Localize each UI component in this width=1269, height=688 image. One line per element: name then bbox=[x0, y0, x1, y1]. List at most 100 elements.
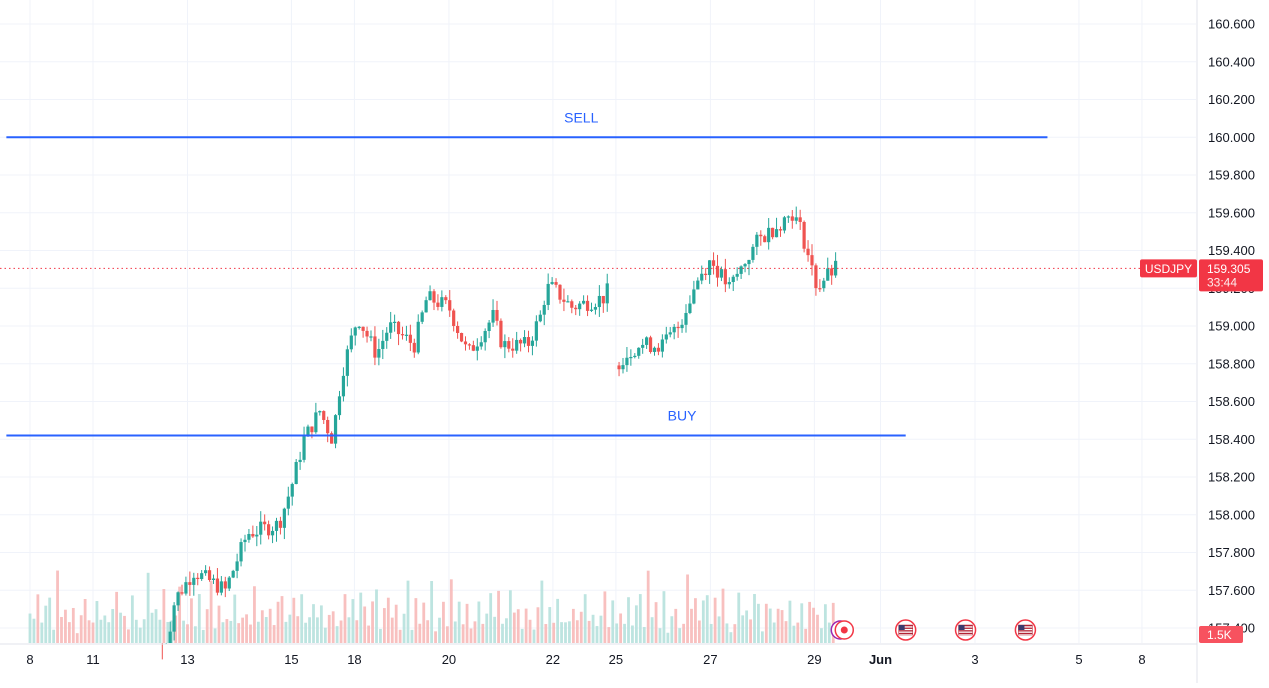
volume-bar bbox=[772, 622, 776, 643]
volume-bar bbox=[331, 611, 335, 643]
candle-body bbox=[251, 533, 255, 537]
candle-body bbox=[546, 283, 550, 305]
volume-bar bbox=[256, 621, 260, 643]
volume-bar bbox=[737, 592, 741, 643]
volume-bar bbox=[182, 620, 185, 643]
volume-bar bbox=[233, 594, 237, 643]
candle-body bbox=[263, 521, 267, 525]
volume-bar bbox=[386, 597, 390, 643]
volume-bar bbox=[142, 619, 146, 643]
candle-body bbox=[597, 295, 601, 308]
volume-bar bbox=[292, 597, 296, 643]
volume-bar bbox=[489, 593, 493, 643]
candle-body bbox=[711, 260, 716, 266]
candle-body bbox=[814, 265, 818, 289]
date-axis-label: 8 bbox=[26, 652, 33, 667]
volume-bar bbox=[351, 599, 355, 643]
candle-body bbox=[463, 341, 468, 345]
volume-bar bbox=[300, 594, 304, 643]
candle-body bbox=[235, 561, 239, 571]
volume-bar bbox=[556, 598, 560, 643]
volume-bar bbox=[288, 614, 292, 643]
candle-body bbox=[326, 419, 330, 434]
candle-body bbox=[519, 339, 523, 344]
flag-canton bbox=[898, 625, 905, 630]
volume-bar bbox=[477, 601, 481, 643]
candle-body bbox=[578, 303, 582, 310]
volume-bar bbox=[87, 620, 91, 643]
candle-body bbox=[515, 339, 519, 351]
candle-body bbox=[786, 216, 790, 218]
volume-bar bbox=[434, 631, 437, 643]
volume-tag bbox=[1199, 626, 1243, 643]
candle-body bbox=[731, 276, 735, 283]
volume-bar bbox=[540, 580, 544, 643]
candle-body bbox=[818, 288, 822, 290]
candle-body bbox=[826, 268, 830, 281]
volume-bar bbox=[481, 623, 485, 643]
volume-bar bbox=[599, 615, 603, 643]
volume-bar bbox=[28, 613, 32, 643]
volume-bar bbox=[757, 603, 760, 643]
candle-body bbox=[664, 334, 668, 340]
volume-bar bbox=[745, 610, 749, 643]
candle-body bbox=[499, 320, 503, 348]
volume-bar bbox=[760, 631, 764, 643]
volume-bar bbox=[516, 609, 520, 643]
price-axis-label: 159.800 bbox=[1208, 168, 1255, 183]
candle-body bbox=[668, 332, 672, 335]
volume-bar bbox=[123, 615, 126, 643]
candle-body bbox=[487, 322, 491, 331]
flag-stripe bbox=[1018, 630, 1033, 632]
date-axis-label: 8 bbox=[1138, 652, 1145, 667]
candle-body bbox=[771, 227, 775, 238]
volume-bar bbox=[245, 614, 248, 643]
candle-body bbox=[389, 322, 393, 333]
candle-body bbox=[396, 321, 401, 335]
volume-bar bbox=[717, 616, 721, 643]
volume-bar bbox=[804, 628, 808, 643]
candle-body bbox=[259, 521, 263, 535]
flag-stripe bbox=[958, 627, 973, 629]
flag-stripe bbox=[898, 625, 913, 627]
price-axis-label: 157.800 bbox=[1208, 545, 1255, 560]
volume-bar bbox=[528, 619, 532, 643]
volume-bar bbox=[666, 632, 670, 643]
volume-bar bbox=[260, 610, 264, 643]
candle-body bbox=[239, 542, 243, 562]
volume-bar bbox=[548, 607, 552, 643]
candle-body bbox=[676, 326, 680, 329]
flag-stripe bbox=[898, 632, 913, 635]
flag-stripe bbox=[1018, 625, 1033, 627]
candle-body bbox=[330, 433, 334, 444]
symbol-tag bbox=[1140, 259, 1197, 278]
volume-bar bbox=[485, 613, 489, 643]
candle-body bbox=[834, 260, 838, 276]
volume-bar bbox=[103, 615, 107, 643]
volume-bar bbox=[442, 601, 445, 643]
candle-body bbox=[625, 357, 629, 366]
volume-bar bbox=[733, 624, 737, 643]
candle-body bbox=[381, 340, 385, 350]
volume-bar bbox=[788, 600, 792, 643]
date-axis-label: 22 bbox=[546, 652, 560, 667]
candle-body bbox=[637, 347, 641, 356]
candle-body bbox=[176, 592, 180, 606]
volume-bar bbox=[619, 613, 623, 643]
candle-body bbox=[420, 312, 424, 322]
candle-body bbox=[735, 273, 739, 277]
candle-body bbox=[274, 520, 279, 531]
volume-bar bbox=[560, 622, 563, 643]
event-dot-icon bbox=[840, 626, 848, 634]
volume-bar bbox=[469, 628, 473, 643]
candle-body bbox=[739, 266, 743, 274]
date-axis-label: 29 bbox=[807, 652, 821, 667]
candle-body bbox=[641, 344, 645, 348]
price-axis-label: 158.800 bbox=[1208, 356, 1255, 371]
date-axis-label: 27 bbox=[703, 652, 717, 667]
volume-bar bbox=[44, 605, 48, 643]
date-axis-label: 13 bbox=[180, 652, 194, 667]
